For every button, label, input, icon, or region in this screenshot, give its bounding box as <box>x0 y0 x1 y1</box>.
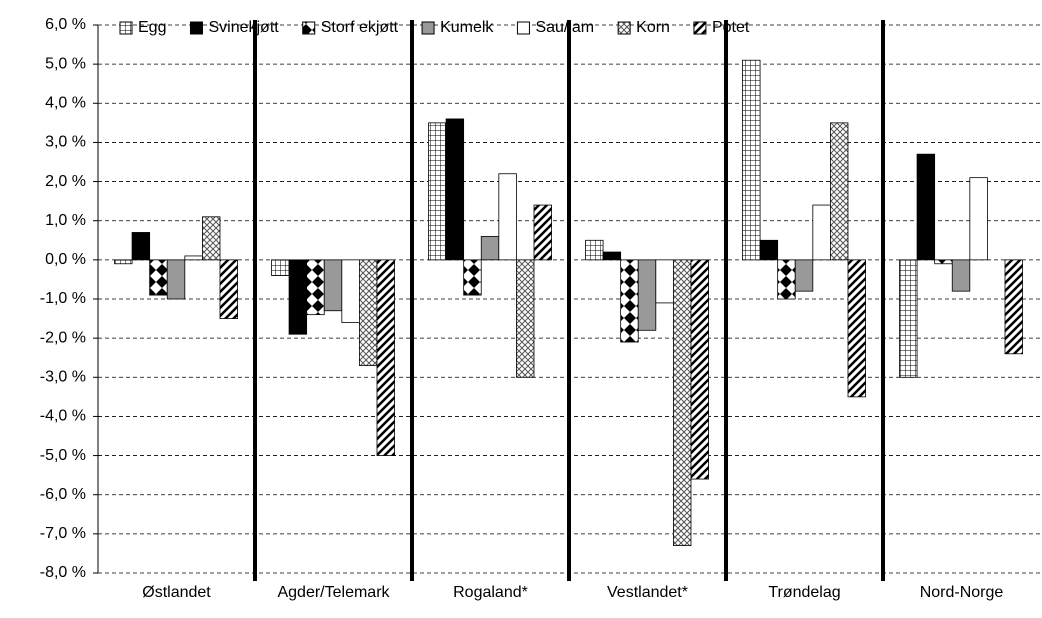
y-tick-label: -6,0 % <box>40 486 86 503</box>
bar <box>794 259 814 292</box>
bar <box>480 235 500 261</box>
legend-swatch <box>119 21 133 35</box>
bar <box>288 259 308 335</box>
bar <box>812 204 831 261</box>
bar <box>533 204 552 261</box>
bar <box>359 259 378 366</box>
y-tick-label: -5,0 % <box>40 447 86 464</box>
y-tick-label: 2,0 % <box>45 173 86 190</box>
legend-label: Storf ekjøtt <box>321 19 399 36</box>
bar <box>759 239 779 261</box>
bar <box>202 216 221 261</box>
legend-label: Svinekjøtt <box>208 19 279 36</box>
bar <box>637 259 657 331</box>
y-tick-label: 5,0 % <box>45 55 86 72</box>
bar <box>114 259 133 265</box>
bar <box>445 118 465 261</box>
y-tick-label: 6,0 % <box>45 16 86 33</box>
bar <box>690 259 709 480</box>
bar <box>673 259 692 547</box>
bar <box>951 259 971 292</box>
bar <box>376 259 395 456</box>
legend-label: Egg <box>138 19 166 36</box>
legend-swatch <box>189 21 203 35</box>
bar <box>655 259 674 304</box>
bar <box>131 232 151 261</box>
bar <box>847 259 866 398</box>
bar <box>323 259 343 312</box>
bar <box>463 259 482 296</box>
y-tick-label: -7,0 % <box>40 525 86 542</box>
legend-label: Kumelk <box>440 19 494 36</box>
bar <box>602 251 622 261</box>
bar <box>341 259 360 323</box>
bar <box>271 259 290 276</box>
y-tick-label: -4,0 % <box>40 408 86 425</box>
bar <box>934 259 953 265</box>
legend-swatch <box>516 21 530 35</box>
y-tick-label: 3,0 % <box>45 134 86 151</box>
legend-swatch <box>302 21 316 35</box>
bar <box>166 259 186 300</box>
bar <box>516 259 535 378</box>
y-tick-label: -2,0 % <box>40 329 86 346</box>
y-tick-label: 0,0 % <box>45 251 86 268</box>
bar <box>1004 259 1023 355</box>
legend-label: Sau/lam <box>535 19 594 36</box>
bar <box>777 259 796 300</box>
bar <box>899 259 918 378</box>
bar <box>306 259 325 316</box>
x-tick-label: Trøndelag <box>768 584 840 601</box>
x-tick-label: Vestlandet* <box>607 584 688 601</box>
bar <box>830 122 849 261</box>
legend-swatch <box>421 21 435 35</box>
y-tick-label: 1,0 % <box>45 212 86 229</box>
bar <box>620 259 639 343</box>
y-tick-label: -8,0 % <box>40 564 86 581</box>
legend-swatch <box>617 21 631 35</box>
bar <box>184 255 203 261</box>
bar <box>969 177 988 261</box>
bar <box>428 122 447 261</box>
y-tick-label: -1,0 % <box>40 290 86 307</box>
legend-swatch <box>693 21 707 35</box>
legend-label: Korn <box>636 19 670 36</box>
y-tick-label: -3,0 % <box>40 369 86 386</box>
bar <box>219 259 238 319</box>
legend-label: Potet <box>712 19 750 36</box>
bar <box>498 173 517 261</box>
bar <box>149 259 168 296</box>
x-tick-label: Nord-Norge <box>920 584 1004 601</box>
x-tick-label: Østlandet <box>142 584 211 601</box>
x-tick-label: Agder/Telemark <box>277 584 390 601</box>
bar <box>585 239 604 261</box>
x-tick-label: Rogaland* <box>453 584 528 601</box>
bar <box>742 59 761 261</box>
y-tick-label: 4,0 % <box>45 95 86 112</box>
bar <box>916 153 936 261</box>
